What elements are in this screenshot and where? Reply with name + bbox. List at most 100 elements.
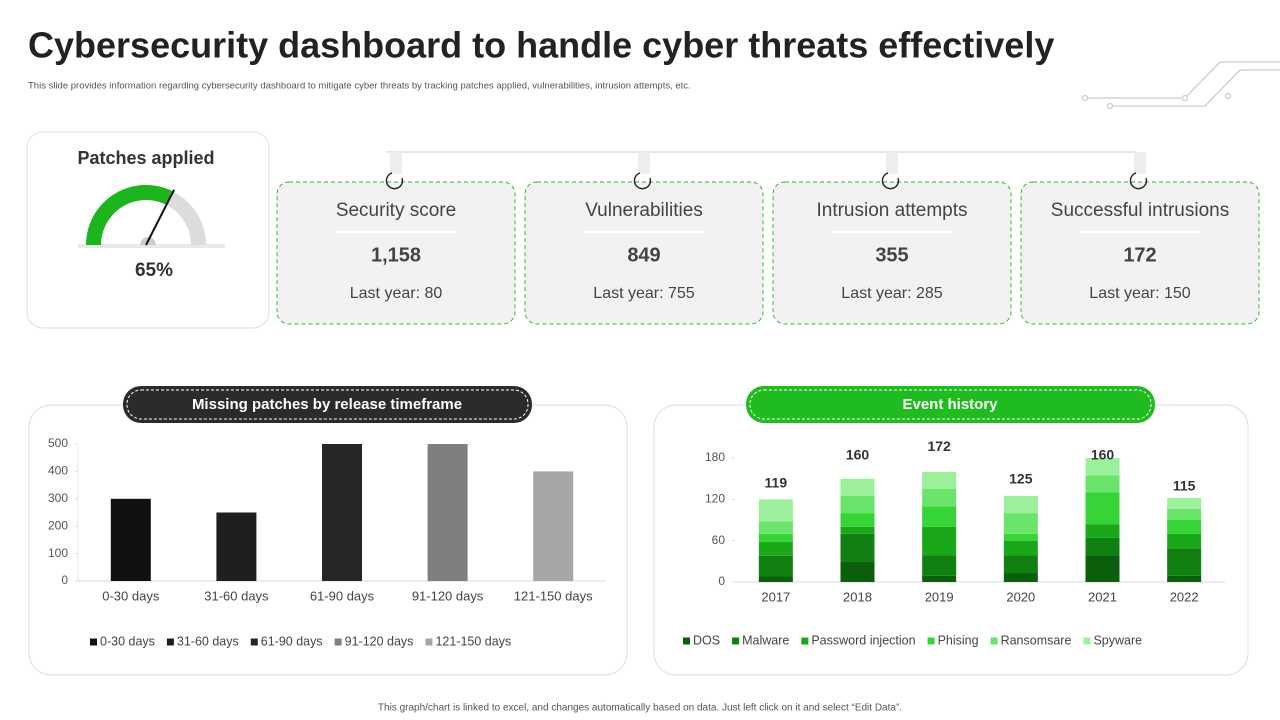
kpi-last-year: Last year: 150 — [1089, 285, 1191, 302]
kpi-last-year: Last year: 285 — [841, 285, 943, 302]
legend-swatch — [250, 638, 258, 646]
x-tick-label: 2020 — [1006, 589, 1035, 604]
total-label: 115 — [1173, 477, 1196, 493]
kpi-value: 849 — [627, 244, 660, 266]
bar — [427, 444, 468, 581]
bar-segment — [1167, 548, 1202, 576]
bar-segment — [1167, 520, 1202, 534]
legend-swatch — [1083, 637, 1091, 645]
legend-label: Malware — [742, 633, 789, 647]
page-title: Cybersecurity dashboard to handle cyber … — [28, 25, 1054, 66]
hook — [881, 172, 900, 190]
total-label: 125 — [1009, 471, 1033, 487]
x-tick-label: 2017 — [761, 589, 790, 604]
x-tick-label: 91-120 days — [412, 588, 484, 603]
chart-title-pill — [746, 386, 1155, 423]
bar-segment — [922, 489, 957, 507]
hook — [385, 172, 404, 190]
bar-segment — [1085, 458, 1120, 476]
legend-swatch — [927, 637, 935, 645]
legend-swatch — [990, 637, 998, 645]
total-label: 160 — [1091, 446, 1115, 462]
x-tick-label: 31-60 days — [204, 588, 269, 603]
legend-swatch — [683, 637, 690, 645]
y-tick-label: 60 — [712, 533, 726, 547]
connector-tab — [638, 152, 650, 174]
kpi-title: Successful intrusions — [1051, 200, 1229, 221]
x-tick-label: 2021 — [1088, 589, 1117, 604]
connector-tab — [1134, 152, 1146, 174]
legend-label: DOS — [693, 633, 720, 647]
bar — [216, 512, 257, 581]
chart-title: Missing patches by release timeframe — [192, 396, 462, 413]
y-tick-label: 200 — [48, 518, 68, 532]
bar-segment — [758, 555, 793, 577]
bar — [533, 471, 574, 581]
x-tick-label: 2019 — [925, 589, 954, 604]
bar-segment — [1167, 497, 1202, 509]
kpi-value: 172 — [1123, 244, 1156, 266]
subtitle: This slide provides information regardin… — [28, 81, 691, 92]
x-tick-label: 121-150 days — [514, 588, 593, 603]
bar-segment — [1003, 513, 1038, 534]
x-tick-label: 2018 — [843, 589, 872, 604]
pill-border — [126, 389, 529, 420]
bar-segment — [1003, 555, 1038, 574]
bar-segment — [1003, 533, 1038, 541]
connector-tab — [390, 152, 402, 174]
y-tick-label: 120 — [705, 492, 725, 506]
bar-segment — [1085, 475, 1120, 493]
bar-segment — [1167, 575, 1202, 582]
pill-border — [749, 389, 1152, 420]
gauge-arc — [86, 184, 174, 245]
legend-label: 0-30 days — [100, 634, 155, 648]
bar — [322, 444, 362, 581]
bar-segment — [922, 575, 957, 582]
bar-segment — [922, 555, 957, 576]
legend-label: 121-150 days — [435, 634, 511, 648]
kpi-last-year: Last year: 755 — [593, 285, 695, 302]
y-tick-label: 300 — [48, 491, 68, 505]
gauge-title: Patches applied — [77, 148, 214, 168]
total-label: 172 — [927, 438, 951, 454]
y-tick-label: 500 — [48, 436, 68, 450]
bar-segment — [1085, 492, 1120, 525]
bar-segment — [758, 521, 793, 534]
legend-swatch — [801, 637, 809, 645]
bar-segment — [840, 513, 875, 527]
bar — [110, 498, 151, 581]
bar-segment — [1167, 508, 1202, 520]
bar-segment — [922, 526, 957, 556]
y-tick-label: 400 — [48, 464, 68, 478]
bar-segment — [1085, 555, 1120, 582]
gauge-label: 65% — [135, 260, 173, 281]
bar-segment — [758, 499, 793, 522]
chart-title-pill — [123, 386, 532, 423]
kpi-card — [1020, 181, 1260, 325]
y-tick-label: 0 — [718, 574, 725, 588]
bar-segment — [922, 471, 957, 489]
legend-swatch — [425, 638, 433, 646]
hook — [1129, 172, 1148, 190]
chart-title: Event history — [902, 396, 998, 413]
bar-segment — [1003, 540, 1038, 556]
kpi-title: Intrusion attempts — [816, 200, 967, 221]
legend-swatch — [334, 638, 342, 646]
bar-segment — [758, 533, 793, 543]
legend-label: 91-120 days — [345, 634, 414, 648]
legend-label: 61-90 days — [261, 634, 323, 648]
bar-segment — [922, 506, 957, 527]
bar-segment — [840, 562, 875, 582]
bar-segment — [1003, 495, 1038, 514]
gauge-card — [26, 131, 270, 329]
gauge-needle — [145, 189, 175, 246]
kpi-card — [276, 181, 516, 325]
kpi-title: Security score — [336, 200, 456, 221]
bar-segment — [840, 495, 875, 514]
legend-label: 31-60 days — [177, 634, 239, 648]
kpi-title: Vulnerabilities — [585, 200, 703, 221]
kpi-card — [772, 181, 1012, 325]
total-label: 119 — [765, 475, 788, 491]
